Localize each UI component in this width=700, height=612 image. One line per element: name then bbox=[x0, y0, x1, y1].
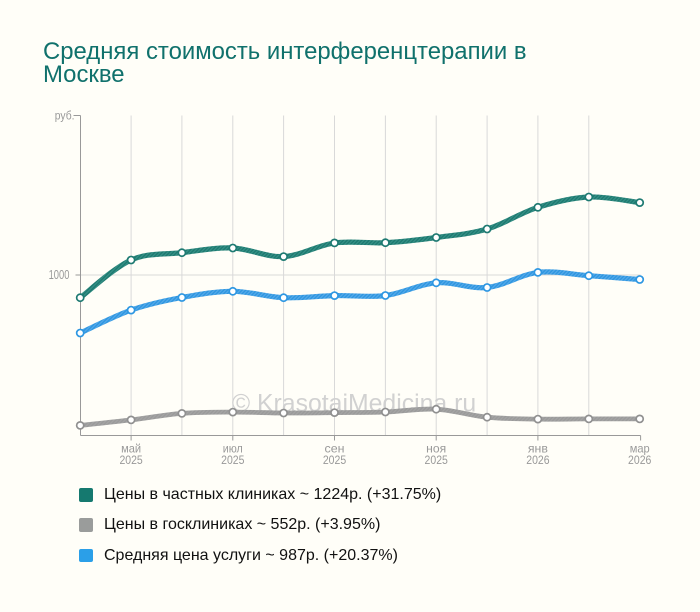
svg-text:2026: 2026 bbox=[628, 453, 652, 467]
svg-text:2026: 2026 bbox=[526, 453, 550, 467]
svg-text:2025: 2025 bbox=[323, 453, 347, 467]
svg-text:янв: янв bbox=[528, 441, 548, 455]
svg-text:мар: мар bbox=[630, 441, 650, 455]
svg-text:1000: 1000 bbox=[49, 267, 70, 282]
svg-text:руб.: руб. bbox=[55, 109, 75, 123]
svg-text:ноя: ноя bbox=[426, 441, 446, 455]
svg-text:июл: июл bbox=[223, 441, 243, 455]
svg-text:сен: сен bbox=[325, 441, 345, 455]
svg-text:май: май bbox=[121, 441, 141, 455]
svg-text:2025: 2025 bbox=[425, 453, 449, 467]
svg-text:2025: 2025 bbox=[119, 453, 143, 467]
svg-text:2025: 2025 bbox=[221, 453, 245, 467]
